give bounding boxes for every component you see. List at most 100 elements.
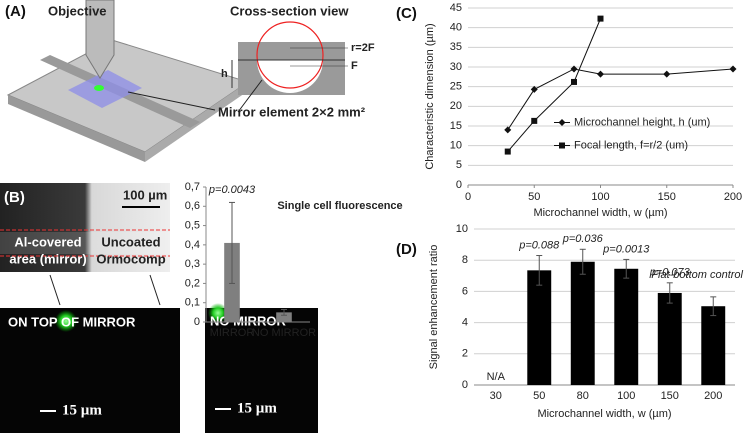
marker [570, 65, 578, 73]
x-tick-label: 200 [724, 191, 742, 203]
x-tick-label: 80 [577, 390, 589, 402]
y-tick-label: 6 [462, 285, 468, 297]
panel-b: (B) 100 µm Al-covered area (mirror) Unco… [0, 183, 318, 433]
annotation: p=0.0043 [208, 184, 256, 196]
pointer [149, 274, 161, 306]
chart-title: Single cell fluorescence [277, 200, 402, 212]
legend-label: Microchannel height, h (um) [574, 116, 710, 128]
micrograph [0, 308, 180, 433]
mirror-element [68, 70, 142, 108]
panel-label: (A) [5, 3, 26, 20]
bar-note: N/A [487, 371, 506, 383]
bar [276, 312, 292, 322]
series-line [507, 18, 601, 152]
micrograph [205, 308, 318, 433]
marker [530, 85, 538, 93]
region-label: Ormocomp [96, 251, 165, 266]
y-tick-label: 30 [450, 61, 462, 73]
legend-marker [559, 142, 565, 149]
curvature-circle [256, 21, 324, 89]
x-tick-label: NO MIRROR [252, 327, 316, 339]
bar-note: p=0.088 [518, 239, 560, 251]
y-tick-label: 15 [450, 120, 462, 132]
bar [527, 270, 552, 385]
y-tick-label: 0,6 [185, 200, 200, 212]
bar-note: p=0.073 [649, 267, 691, 279]
x-tick-label: 200 [704, 390, 722, 402]
panel-label: (D) [396, 241, 417, 258]
panel-label: (C) [396, 5, 417, 22]
bar-note: Flat-bottom control [651, 269, 743, 281]
y-tick-label: 0,5 [185, 219, 200, 231]
pointer [237, 79, 263, 113]
label: r=2F [351, 42, 375, 54]
marker [729, 65, 737, 73]
chip-side [8, 95, 145, 162]
scale-label: 100 µm [123, 187, 167, 202]
channel [0, 232, 170, 254]
panel-label: (B) [4, 189, 25, 206]
y-tick-label: 0,2 [185, 277, 200, 289]
marker [597, 70, 604, 78]
cell [208, 303, 228, 323]
inset-title: ON TOP OF MIRROR [8, 314, 136, 329]
x-axis-title: Microchannel width, w (µm) [533, 207, 667, 219]
pointer [127, 91, 216, 111]
y-tick-label: 2 [462, 348, 468, 360]
y-tick-label: 10 [456, 223, 468, 235]
y-tick-label: 45 [450, 2, 462, 14]
marker [504, 148, 511, 155]
label: Cross-section view [230, 3, 349, 18]
region-label: Al-covered [14, 234, 81, 249]
cell [94, 85, 104, 91]
y-axis-title: Characteristic dimension (µm) [424, 23, 436, 169]
y-tick-label: 0 [456, 179, 462, 191]
y-tick-label: 0,7 [185, 181, 200, 193]
y-tick-label: 35 [450, 41, 462, 53]
bar-note: p=0.0013 [602, 243, 650, 255]
marker [504, 126, 512, 134]
y-tick-label: 4 [462, 317, 468, 329]
region-label: area (mirror) [9, 251, 86, 266]
x-tick-label: 150 [658, 191, 676, 203]
x-tick-label: 50 [528, 191, 540, 203]
legend-marker [558, 119, 566, 126]
y-axis-title: Signal enhancement ratio [428, 245, 440, 370]
y-tick-label: 20 [450, 100, 462, 112]
bar [614, 268, 639, 385]
bar-note: p=0.036 [562, 233, 604, 245]
x-tick-label: 30 [490, 390, 502, 402]
x-tick-label: 150 [661, 390, 679, 402]
y-tick-label: 8 [462, 254, 468, 266]
y-tick-label: 0,1 [185, 297, 200, 309]
label: F [351, 60, 358, 72]
y-tick-label: 0,4 [185, 239, 200, 251]
legend-label: Focal length, f=r/2 (um) [574, 139, 688, 151]
label: Mirror element 2×2 mm² [218, 104, 366, 119]
x-tick-label: 100 [617, 390, 635, 402]
y-tick-label: 40 [450, 22, 462, 34]
label: Objective [48, 3, 107, 18]
cell [55, 310, 77, 332]
y-tick-label: 0,3 [185, 258, 200, 270]
x-tick-label: 100 [591, 191, 609, 203]
y-tick-label: 0 [462, 379, 468, 391]
x-tick-label: 0 [465, 191, 471, 203]
y-tick-label: 10 [450, 140, 462, 152]
bar [701, 306, 726, 385]
x-tick-label: MIRROR [210, 327, 255, 339]
micrograph [0, 183, 170, 272]
x-axis-title: Microchannel width, w (µm) [537, 408, 671, 420]
objective-lens [85, 0, 115, 79]
y-tick-label: 25 [450, 81, 462, 93]
scale-label: 15 µm [237, 400, 277, 416]
scale-label: 15 µm [62, 402, 102, 418]
marker [531, 117, 538, 124]
x-tick-label: 50 [533, 390, 545, 402]
bar [657, 292, 682, 385]
panel-a: (A) Objective Cross-section view r=2F F … [5, 0, 375, 162]
label: h [221, 68, 228, 80]
series-line [507, 68, 734, 131]
pointer [49, 274, 61, 306]
